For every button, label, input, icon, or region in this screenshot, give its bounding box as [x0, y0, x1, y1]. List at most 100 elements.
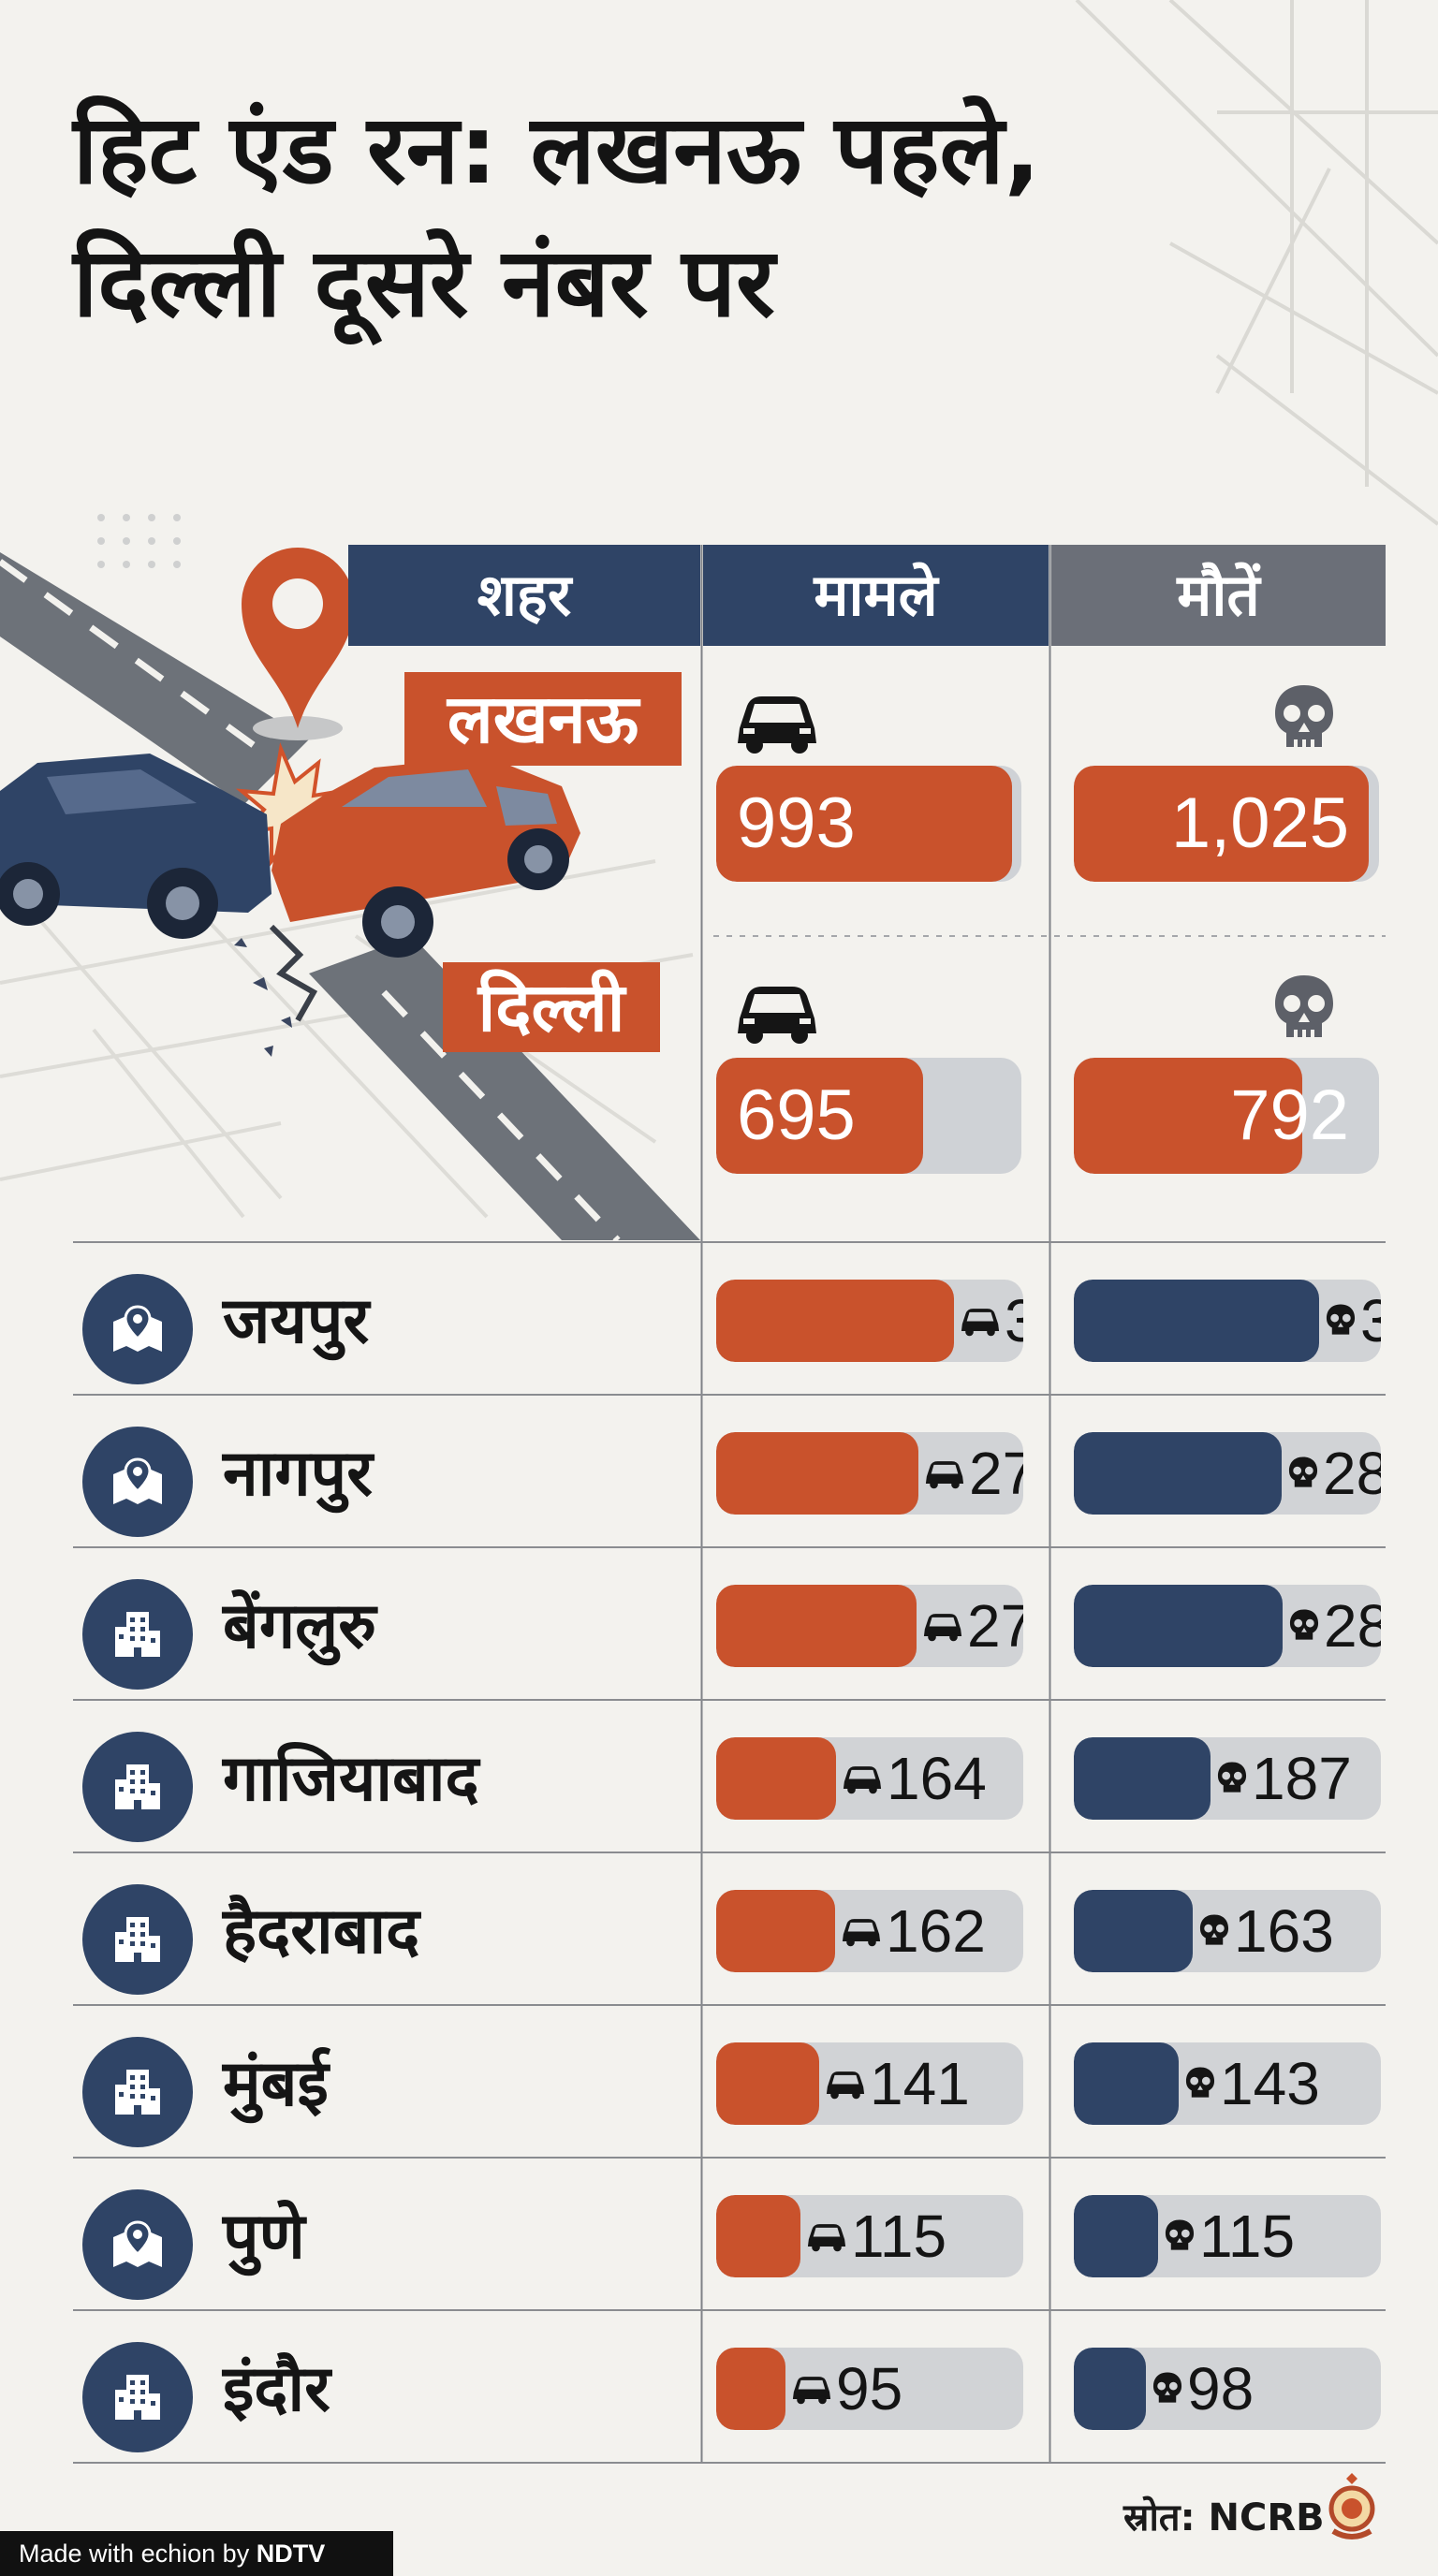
table-row: गाजियाबाद 164 187 — [73, 1700, 1386, 1852]
table-row: हैदराबाद 162 163 — [73, 1852, 1386, 2005]
cases-value: 277 — [969, 1440, 1023, 1507]
bar-deaths: 335 — [1074, 1280, 1381, 1362]
cases-value: 95 — [836, 2355, 903, 2422]
blue-car-icon — [0, 754, 271, 939]
source-label: स्रोत: NCRB — [1123, 2496, 1325, 2539]
bar-deaths-label: 98 — [1152, 2348, 1254, 2430]
bar-cases-fill — [716, 1432, 918, 1515]
footer-by: by — [222, 2539, 250, 2568]
bar-deaths-label: 285 — [1288, 1585, 1381, 1667]
header-deaths: मौतें — [1177, 561, 1260, 629]
table-row: नागपुर 277 284 — [73, 1395, 1386, 1547]
deaths-value: 143 — [1220, 2050, 1320, 2117]
bar-deaths-label: 335 — [1325, 1280, 1381, 1362]
car-icon — [807, 2224, 846, 2252]
bar-cases: 95 — [716, 2348, 1023, 2430]
header-deaths-bg — [1051, 545, 1386, 646]
city-tag-delhi: दिल्ली — [443, 962, 660, 1052]
skull-icon — [1185, 2067, 1215, 2098]
map-pin-icon — [242, 548, 354, 740]
bar-deaths-fill — [1074, 1737, 1211, 1820]
car-icon — [925, 1461, 964, 1489]
table-row: जयपुर 325 335 — [73, 1242, 1386, 1395]
map-pin-icon — [82, 2189, 193, 2300]
bar-deaths-label: 284 — [1287, 1432, 1381, 1515]
car-icon — [961, 1309, 1000, 1337]
car-icon — [843, 1766, 882, 1794]
deaths-value: 115 — [1199, 2203, 1296, 2270]
building-icon — [82, 1732, 193, 1842]
deaths-value: 284 — [1323, 1440, 1381, 1507]
cases-value: 325 — [1005, 1287, 1023, 1354]
car-icon — [842, 1919, 881, 1947]
bar-deaths-label: 115 — [1164, 2195, 1295, 2277]
skull-icon — [1288, 1456, 1318, 1487]
city-name: इंदौर — [223, 2352, 330, 2426]
map-pin-icon — [82, 1427, 193, 1537]
skull-icon — [1275, 975, 1333, 1037]
ncrb-emblem-icon — [1328, 2473, 1375, 2539]
skull-icon — [1275, 685, 1333, 747]
skull-icon — [1326, 1304, 1356, 1335]
cases-value: 274 — [967, 1592, 1023, 1660]
title-line-2: दिल्ली दूसरे नंबर पर — [73, 227, 775, 339]
bar-cases-fill — [716, 1585, 917, 1667]
car-icon — [738, 987, 816, 1044]
orange-car-icon — [271, 756, 580, 958]
bar-cases-label: 162 — [841, 1890, 986, 1972]
bar-cases-label: 115 — [806, 2195, 946, 2277]
deaths-value: 98 — [1187, 2355, 1255, 2422]
bar-cases: 277 — [716, 1432, 1023, 1515]
table-row: बेंगलुरु 274 285 — [73, 1547, 1386, 1700]
bar-cases: 141 — [716, 2042, 1023, 2125]
cases-value: 115 — [851, 2203, 947, 2270]
deaths-value: 285 — [1324, 1592, 1381, 1660]
bar-deaths: 115 — [1074, 2195, 1381, 2277]
footer-brand: echion — [140, 2539, 216, 2568]
building-icon — [82, 1884, 193, 1995]
deaths-value: 335 — [1360, 1287, 1381, 1354]
header-city: शहर — [477, 561, 572, 629]
bar-deaths-fill — [1074, 1585, 1283, 1667]
cases-value: 162 — [886, 1897, 986, 1965]
bar-deaths-label: 187 — [1216, 1737, 1352, 1820]
city-name: पुणे — [223, 2200, 305, 2274]
bar-deaths-delhi-fill — [1074, 1058, 1302, 1174]
skull-icon — [1165, 2219, 1195, 2250]
city-name: हैदराबाद — [223, 1895, 420, 1969]
header-city-bg — [348, 545, 700, 646]
car-icon — [826, 2071, 865, 2100]
bar-label-cases-delhi: 695 — [737, 1076, 856, 1155]
bar-deaths-fill — [1074, 1280, 1319, 1362]
bar-deaths-label: 163 — [1198, 1890, 1334, 1972]
footer-credit: Made with echion by NDTV — [0, 2531, 393, 2576]
footer-made-with: Made with — [19, 2539, 135, 2568]
title-line-1: हिट एंड रन: लखनऊ पहले, — [73, 95, 1041, 206]
bar-deaths: 163 — [1074, 1890, 1381, 1972]
bar-cases: 274 — [716, 1585, 1023, 1667]
deaths-value: 163 — [1234, 1897, 1334, 1965]
bar-cases: 162 — [716, 1890, 1023, 1972]
bar-cases-label: 274 — [922, 1585, 1023, 1667]
bar-cases-fill — [716, 1890, 835, 1972]
table-row: पुणे 115 115 — [73, 2158, 1386, 2310]
bar-label-cases-lucknow: 993 — [737, 783, 856, 863]
building-icon — [82, 2342, 193, 2452]
bar-deaths: 285 — [1074, 1585, 1381, 1667]
deaths-value: 187 — [1252, 1745, 1352, 1812]
footer-publisher: NDTV — [256, 2539, 326, 2568]
header-cases-bg — [703, 545, 1049, 646]
city-name: मुंबई — [223, 2047, 329, 2121]
road-upper — [0, 552, 309, 805]
city-tag-lucknow: लखनऊ — [404, 672, 682, 766]
bar-cases-delhi: 695 — [716, 1058, 1021, 1174]
bar-cases-lucknow-fill — [716, 766, 1012, 882]
bar-cases-fill — [716, 1737, 836, 1820]
bar-deaths: 98 — [1074, 2348, 1381, 2430]
map-pin-icon — [82, 1274, 193, 1384]
cases-value: 141 — [870, 2050, 970, 2117]
bar-deaths-fill — [1074, 2195, 1158, 2277]
bar-deaths-lucknow: 1,025 — [1074, 766, 1379, 882]
bar-deaths-delhi: 792 — [1074, 1058, 1379, 1174]
